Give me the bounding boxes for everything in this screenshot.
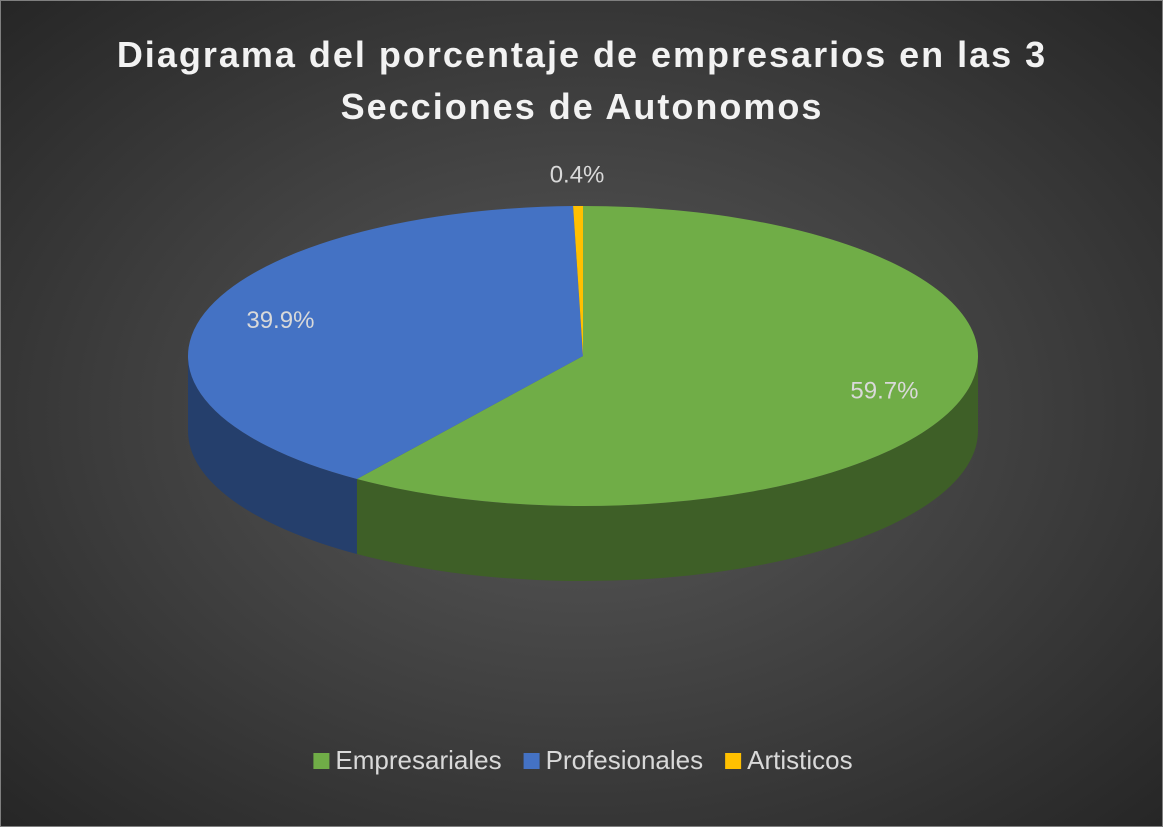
- data-label: 0.4%: [550, 161, 605, 188]
- legend-swatch: [725, 753, 742, 769]
- legend-swatch: [523, 753, 540, 769]
- pie-slice-side: [356, 356, 979, 581]
- pie-slice: [356, 206, 979, 506]
- data-label: 59.7%: [850, 377, 918, 404]
- pie-slice: [187, 206, 583, 479]
- data-label: 39.9%: [246, 307, 314, 334]
- legend-label: Empresariales: [335, 745, 501, 775]
- legend-label: Profesionales: [546, 745, 704, 775]
- pie-slice-side: [188, 356, 357, 554]
- pie-slice: [573, 206, 583, 356]
- legend-swatch: [313, 753, 330, 769]
- legend-label: Artisticos: [747, 745, 852, 775]
- chart-title: Diagrama del porcentaje de empresarios e…: [116, 34, 1048, 127]
